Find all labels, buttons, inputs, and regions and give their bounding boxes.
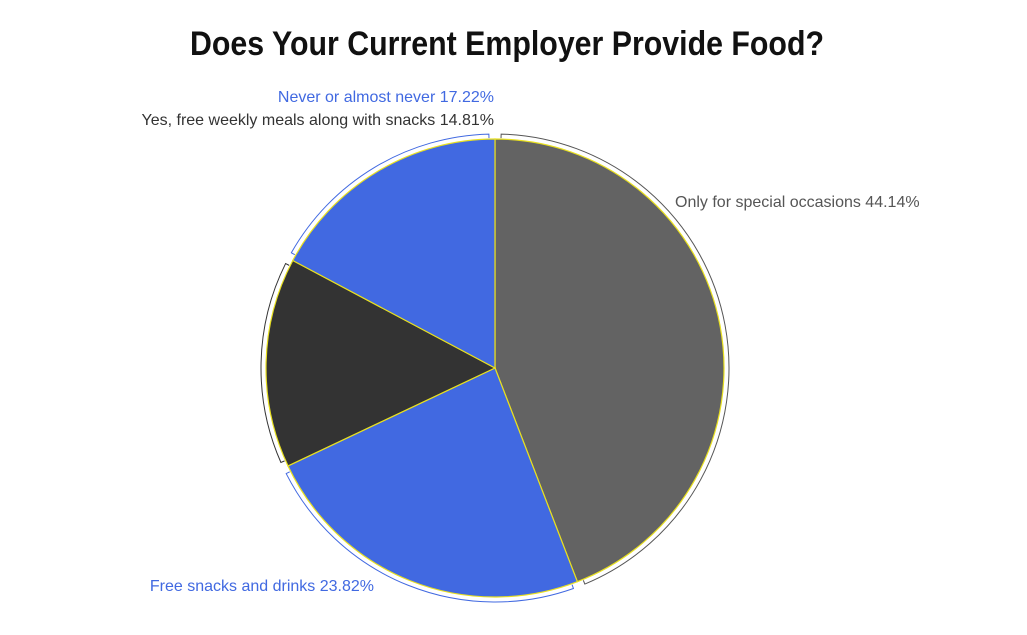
pie-slices xyxy=(265,138,725,598)
slice-bracket-1 xyxy=(500,133,730,585)
pie-slice-4[interactable] xyxy=(291,138,496,369)
slice-label-3: Yes, free weekly meals along with snacks… xyxy=(142,112,494,129)
pie-slice-1[interactable] xyxy=(494,138,725,583)
slice-bracket-2 xyxy=(285,471,575,603)
slice-labels: Only for special occasions 44.14% Free sn… xyxy=(142,89,920,595)
pie-slice-2[interactable] xyxy=(287,367,579,598)
chart-title: Does Your Current Employer Provide Food? xyxy=(190,25,824,63)
slice-label-1: Only for special occasions 44.14% xyxy=(675,194,920,211)
slice-label-2: Free snacks and drinks 23.82% xyxy=(150,578,374,595)
slice-bracket-3 xyxy=(260,262,290,464)
slice-label-4: Never or almost never 17.22% xyxy=(278,89,494,106)
pie-slice-3[interactable] xyxy=(265,259,497,467)
slice-bracket-4 xyxy=(290,133,490,256)
label-brackets xyxy=(260,133,730,603)
